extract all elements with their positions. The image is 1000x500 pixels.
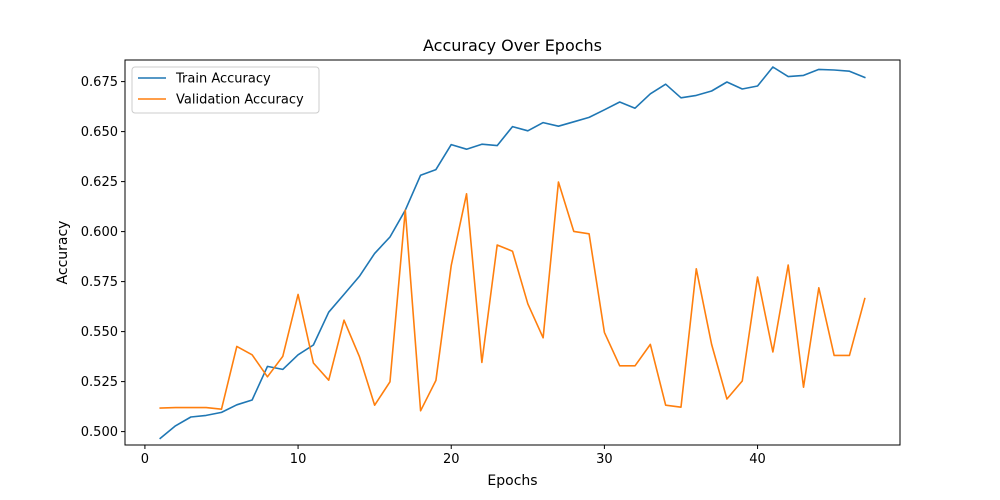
- y-tick-label: 0.650: [81, 125, 118, 140]
- legend-box: [131, 66, 320, 114]
- plot-area: 0 10 20 30 40 0.500 0.525 0.550 0.575 0.600 0.625…: [81, 59, 901, 467]
- y-tick-label: 0.500: [81, 425, 118, 440]
- x-tick-label: 40: [749, 452, 766, 467]
- x-tick-label: 10: [290, 452, 307, 467]
- series-line-validation-accuracy: [159, 181, 866, 412]
- legend-label: Train Accuracy: [175, 72, 271, 87]
- y-axis-label: Accuracy: [55, 221, 71, 285]
- chart-title: Accuracy Over Epochs: [423, 36, 602, 55]
- y-tick-label: 0.600: [81, 225, 118, 240]
- y-tick-label: 0.575: [81, 275, 118, 290]
- x-axis-ticks: 0 10 20 30 40: [141, 445, 766, 467]
- x-tick-label: 30: [596, 452, 613, 467]
- legend: Train Accuracy Validation Accuracy: [131, 66, 320, 114]
- y-tick-label: 0.525: [81, 375, 118, 390]
- x-axis-label: Epochs: [487, 473, 537, 489]
- y-tick-label: 0.675: [81, 75, 118, 90]
- series-lines: [159, 66, 866, 440]
- y-tick-label: 0.625: [81, 175, 118, 190]
- legend-label: Validation Accuracy: [176, 93, 304, 108]
- y-axis-ticks: 0.500 0.525 0.550 0.575 0.600 0.625 0.650 0.675: [81, 75, 125, 440]
- series-line-train-accuracy: [159, 66, 866, 440]
- x-tick-label: 0: [141, 452, 149, 467]
- x-tick-label: 20: [443, 452, 460, 467]
- y-tick-label: 0.550: [81, 325, 118, 340]
